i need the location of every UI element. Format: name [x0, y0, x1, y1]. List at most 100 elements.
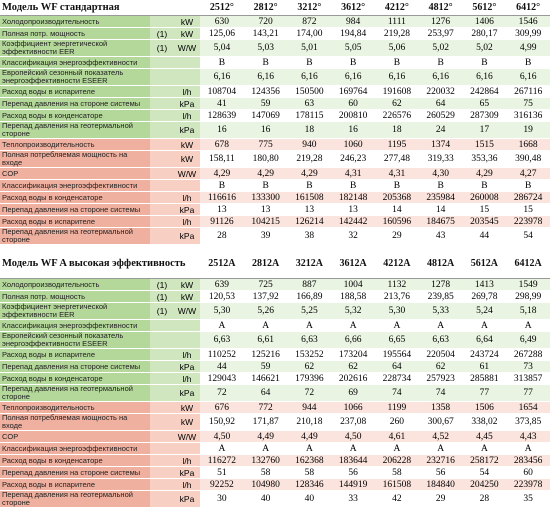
cooling-row: Перепад давления на геотермальной сторон… — [0, 384, 550, 402]
cell-value: 725 — [243, 278, 288, 291]
cell-value: A — [375, 319, 419, 332]
model-header: 3612A — [331, 249, 375, 279]
cell-value: 984 — [331, 15, 376, 28]
cell-value: 4,31 — [375, 167, 419, 180]
cell-value: 1413 — [462, 278, 507, 291]
cell-value: 1066 — [331, 401, 375, 414]
cell-value: 260 — [375, 413, 419, 431]
cell-value: 720 — [243, 15, 288, 28]
row-note — [150, 490, 174, 508]
row-unit: kPa — [174, 360, 200, 373]
cell-value: 17 — [462, 121, 507, 139]
row-label: Перепад давления на стороне системы — [0, 97, 150, 110]
row-label: Полная потребляемая мощность на входе — [0, 150, 150, 168]
cell-value: 4,50 — [200, 430, 244, 443]
header-row: Модель WF A высокая эффективность 2512A 28… — [0, 249, 550, 279]
cell-value: 232716 — [418, 454, 463, 467]
cooling-row: Классификация энергоэффективности B B B B B B B… — [0, 56, 550, 69]
cell-value: 35 — [506, 490, 550, 508]
cell-value: 137,92 — [243, 290, 288, 303]
heating-row: Перепад давления на стороне системы kPa 51… — [0, 466, 550, 479]
cell-value: B — [375, 179, 419, 192]
cell-value: 353,36 — [462, 150, 507, 168]
row-unit: kW — [174, 27, 201, 40]
cell-value: 239,85 — [418, 290, 463, 303]
cooling-row: Европейский сезонный показатель энергоэф… — [0, 331, 550, 349]
row-label: Расход воды в испарителе — [0, 85, 150, 98]
cell-value: 54 — [506, 227, 550, 245]
cell-value: 64 — [375, 360, 419, 373]
cell-value: 4,99 — [506, 39, 550, 57]
cell-value: 280,17 — [462, 27, 507, 40]
row-unit: kW — [174, 401, 200, 414]
row-label: Расход воды в испарителе — [0, 478, 150, 491]
cooling-row: Коэффициент энергетической эффективности… — [0, 39, 550, 57]
row-note — [150, 430, 174, 443]
cell-value: 260008 — [462, 191, 507, 204]
heating-row: Расход воды в конденсаторе l/h 116272 13276… — [0, 454, 550, 467]
cell-value: 195564 — [375, 348, 419, 361]
row-unit: W/W — [174, 39, 201, 57]
cell-value: 60 — [506, 466, 550, 479]
cell-value: 5,01 — [287, 39, 332, 57]
heating-row: Расход воды в испарителе l/h 91126 104215 12… — [0, 215, 550, 228]
cell-value: 4,49 — [243, 430, 288, 443]
cell-value: 5,06 — [375, 39, 419, 57]
cell-value: 267116 — [506, 85, 550, 98]
cell-value: B — [375, 56, 419, 69]
cell-value: 14 — [418, 203, 463, 216]
model-header: 2812A — [243, 249, 288, 279]
table-title: Модель WF A высокая эффективность — [0, 249, 200, 279]
cell-value: 4,30 — [418, 167, 463, 180]
cooling-row: Холодопроизводительность (1) kW 639 725 887 10… — [0, 278, 550, 291]
cell-value: 6,16 — [506, 68, 550, 86]
cell-value: 29 — [418, 490, 463, 508]
row-label: Полная потр. мощность — [0, 27, 150, 40]
cell-value: 283456 — [506, 454, 550, 467]
cell-value: A — [331, 442, 375, 455]
cell-value: 56 — [418, 466, 463, 479]
cell-value: 338,02 — [462, 413, 507, 431]
model-header: 4212° — [375, 0, 419, 16]
row-unit: l/h — [174, 191, 201, 204]
row-unit: l/h — [174, 478, 200, 491]
cell-value: 6,16 — [243, 68, 288, 86]
heating-row: Перепад давления на стороне системы kPa 13… — [0, 203, 550, 216]
cell-value: 1668 — [506, 138, 550, 151]
cell-value: 1546 — [506, 15, 550, 28]
row-unit: l/h — [174, 454, 200, 467]
cell-value: 62 — [287, 360, 332, 373]
cell-value: 872 — [287, 15, 332, 28]
cell-value: 5,30 — [200, 302, 244, 320]
cell-value: 219,28 — [287, 150, 332, 168]
cell-value: B — [287, 56, 332, 69]
cell-value: 179396 — [287, 372, 332, 385]
row-label: COP — [0, 430, 150, 443]
cell-value: A — [462, 319, 507, 332]
cell-value: 204250 — [462, 478, 507, 491]
cell-value: 4,29 — [462, 167, 507, 180]
cell-value: 77 — [506, 384, 550, 402]
cell-value: 202616 — [331, 372, 375, 385]
cell-value: 13 — [200, 203, 244, 216]
cell-value: 5,04 — [200, 39, 244, 57]
row-unit: kW — [174, 15, 201, 28]
cell-value: 92252 — [200, 478, 244, 491]
cell-value: 6,16 — [462, 68, 507, 86]
cell-value: 73 — [506, 360, 550, 373]
cooling-row: Расход воды в испарителе l/h 110252 125216 1… — [0, 348, 550, 361]
cell-value: 267288 — [506, 348, 550, 361]
cell-value: 173204 — [331, 348, 375, 361]
model-header: 6412A — [506, 249, 550, 279]
row-label: Расход воды в конденсаторе — [0, 372, 150, 385]
cell-value: B — [418, 179, 463, 192]
row-unit: kPa — [174, 121, 201, 139]
cell-value: 38 — [287, 227, 332, 245]
row-label: Перепад давления на геотермальной сторон… — [0, 490, 150, 508]
cell-value: 146621 — [243, 372, 288, 385]
row-label: Полная потр. мощность — [0, 290, 150, 303]
row-label: Перепад давления на стороне системы — [0, 360, 150, 373]
heating-row: Полная потребляемая мощность на входе kW 1… — [0, 413, 550, 431]
cell-value: 56 — [331, 466, 375, 479]
